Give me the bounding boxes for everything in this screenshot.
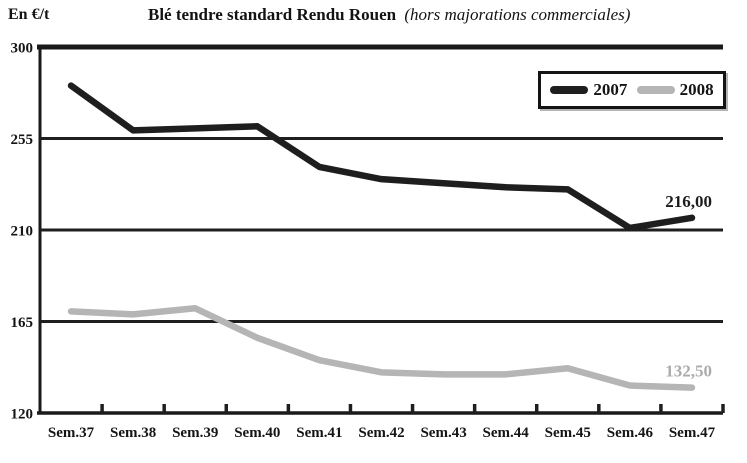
legend-item-2007: 2007 xyxy=(550,80,627,100)
x-tick-label-Sem.45: Sem.45 xyxy=(545,425,591,441)
value-label-2007: 216,00 xyxy=(665,192,712,211)
legend-swatch-2008 xyxy=(636,86,675,94)
y-tick-label-210: 210 xyxy=(11,224,34,240)
y-axis-unit-label: En €/t xyxy=(8,6,50,23)
value-labels: 216,00 132,50 xyxy=(665,192,712,381)
data-series xyxy=(67,82,696,391)
y-tick-label-120: 120 xyxy=(11,407,34,423)
legend: 2007 2008 xyxy=(538,71,726,109)
y-tick-label-165: 165 xyxy=(11,315,34,331)
series-line-2008 xyxy=(67,305,696,391)
legend-item-2008: 2008 xyxy=(636,80,714,100)
x-tick-label-Sem.37: Sem.37 xyxy=(48,425,95,441)
y-tick-label-255: 255 xyxy=(11,132,34,148)
series-line-2007 xyxy=(67,82,696,232)
x-tick-label-Sem.40: Sem.40 xyxy=(234,425,280,441)
value-label-2008: 132,50 xyxy=(665,362,712,381)
gridlines xyxy=(40,137,723,323)
chart-title: Blé tendre standard Rendu Rouen (hors ma… xyxy=(148,5,630,25)
legend-label-2008: 2008 xyxy=(679,80,714,99)
y-tick-label-300: 300 xyxy=(11,41,34,57)
x-tick-label-Sem.42: Sem.42 xyxy=(358,425,404,441)
x-tick-label-Sem.44: Sem.44 xyxy=(483,425,530,441)
x-tick-label-Sem.41: Sem.41 xyxy=(296,425,342,441)
x-tick-label-Sem.43: Sem.43 xyxy=(420,425,466,441)
legend-label-2007: 2007 xyxy=(593,80,628,99)
x-tick-label-Sem.47: Sem.47 xyxy=(669,425,716,441)
legend-swatch-2007 xyxy=(550,86,589,94)
x-tick-label-Sem.39: Sem.39 xyxy=(172,425,218,441)
chart-title-suffix: (hors majorations commerciales) xyxy=(404,5,631,24)
chart-title-main: Blé tendre standard Rendu Rouen xyxy=(148,5,397,24)
x-tick-label-Sem.38: Sem.38 xyxy=(110,425,156,441)
axis-ticks xyxy=(100,404,725,413)
x-tick-label-Sem.46: Sem.46 xyxy=(607,425,654,441)
axis-labels: 300 255 210 165 120 Sem.37 Sem.38 Sem.39 Sem.40 S… xyxy=(11,41,716,442)
